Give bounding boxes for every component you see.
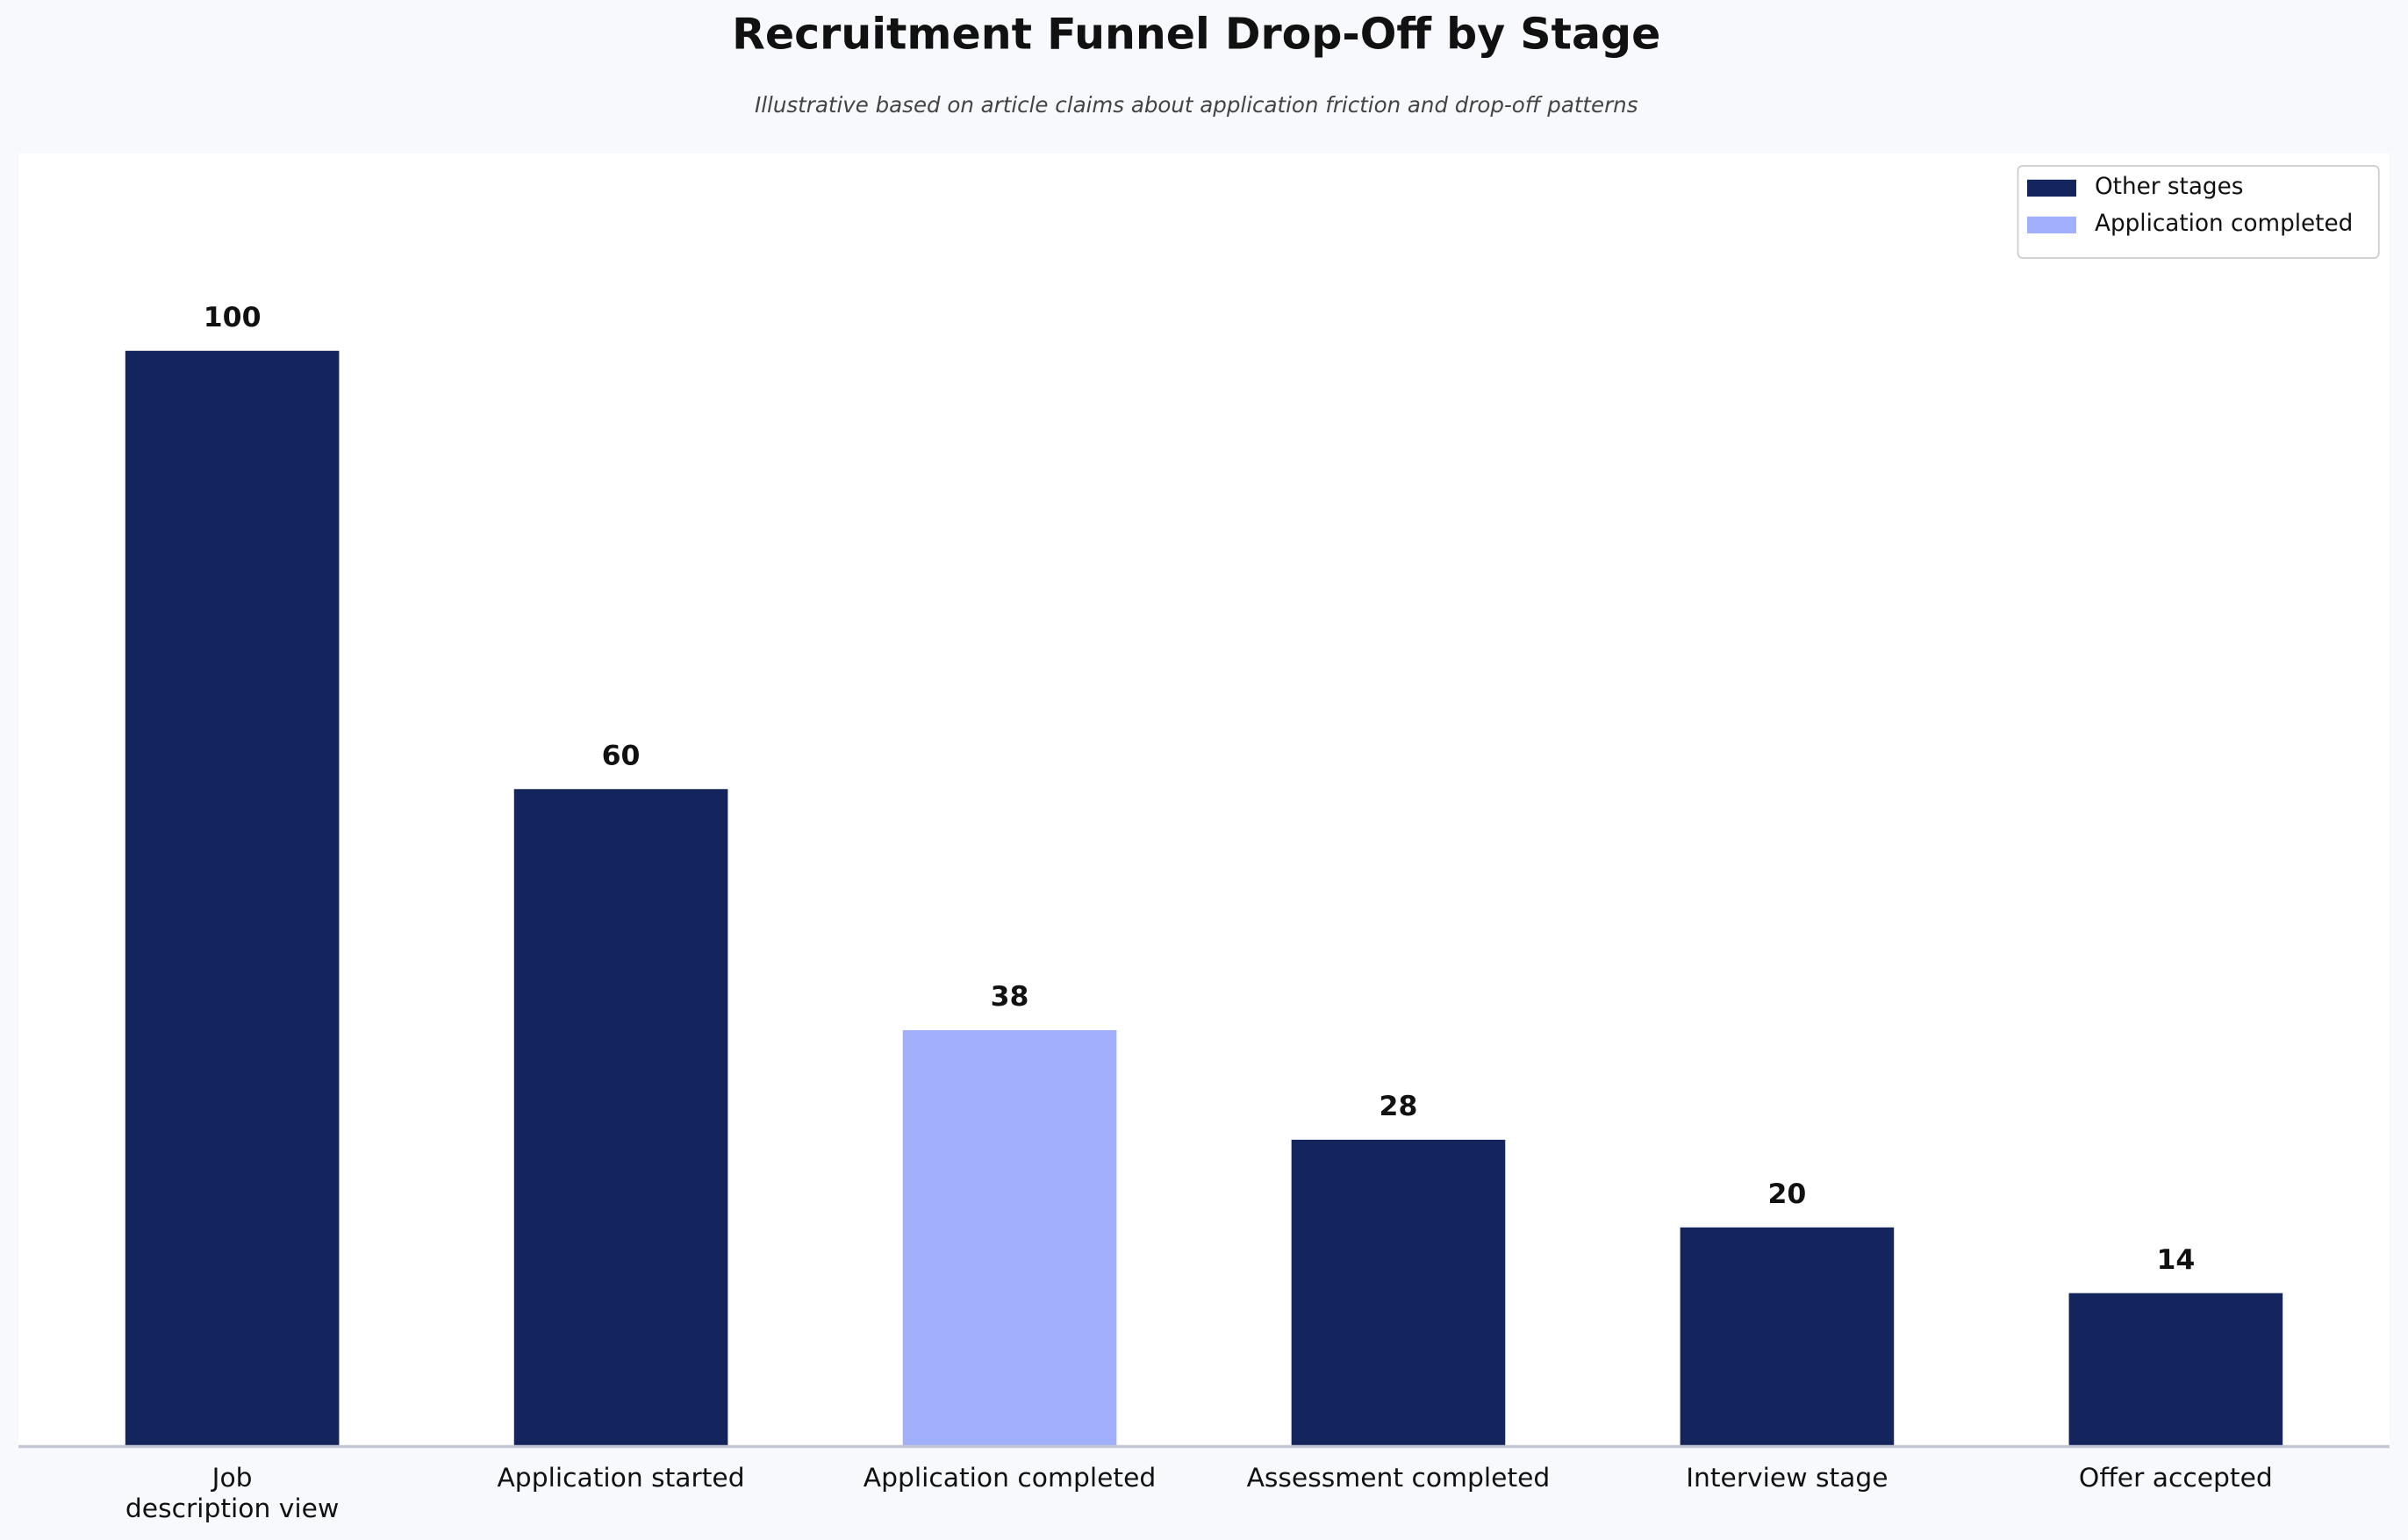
chart-title: Recruitment Funnel Drop-Off by Stage xyxy=(732,10,1660,60)
x-tick-label: Offer accepted xyxy=(2078,1463,2273,1494)
x-tick-label: Assessment completed xyxy=(1246,1463,1551,1494)
bar xyxy=(902,1029,1117,1447)
chart-subtitle: Illustrative based on article claims abo… xyxy=(755,92,1638,118)
legend-swatch xyxy=(2027,216,2076,233)
value-label: 100 xyxy=(204,302,262,333)
value-label: 38 xyxy=(991,981,1029,1013)
legend-box xyxy=(2017,165,2380,259)
legend-label: Other stages xyxy=(2095,174,2243,200)
legend-label: Application completed xyxy=(2095,211,2353,237)
x-tick-label: Job description view xyxy=(125,1463,340,1525)
legend-swatch xyxy=(2027,179,2076,197)
bar xyxy=(2068,1293,2283,1447)
plot-area xyxy=(18,154,2390,1447)
x-tick-label: Application completed xyxy=(863,1463,1157,1494)
x-tick-label: Application started xyxy=(497,1463,745,1494)
value-label: 28 xyxy=(1380,1091,1418,1122)
bar xyxy=(513,789,728,1447)
value-label: 60 xyxy=(602,741,641,772)
bar xyxy=(1291,1139,1506,1447)
x-tick-label: Interview stage xyxy=(1686,1463,1888,1494)
value-label: 20 xyxy=(1768,1178,1807,1210)
bar xyxy=(125,350,340,1447)
bar xyxy=(1680,1227,1895,1447)
value-label: 14 xyxy=(2156,1244,2195,1276)
